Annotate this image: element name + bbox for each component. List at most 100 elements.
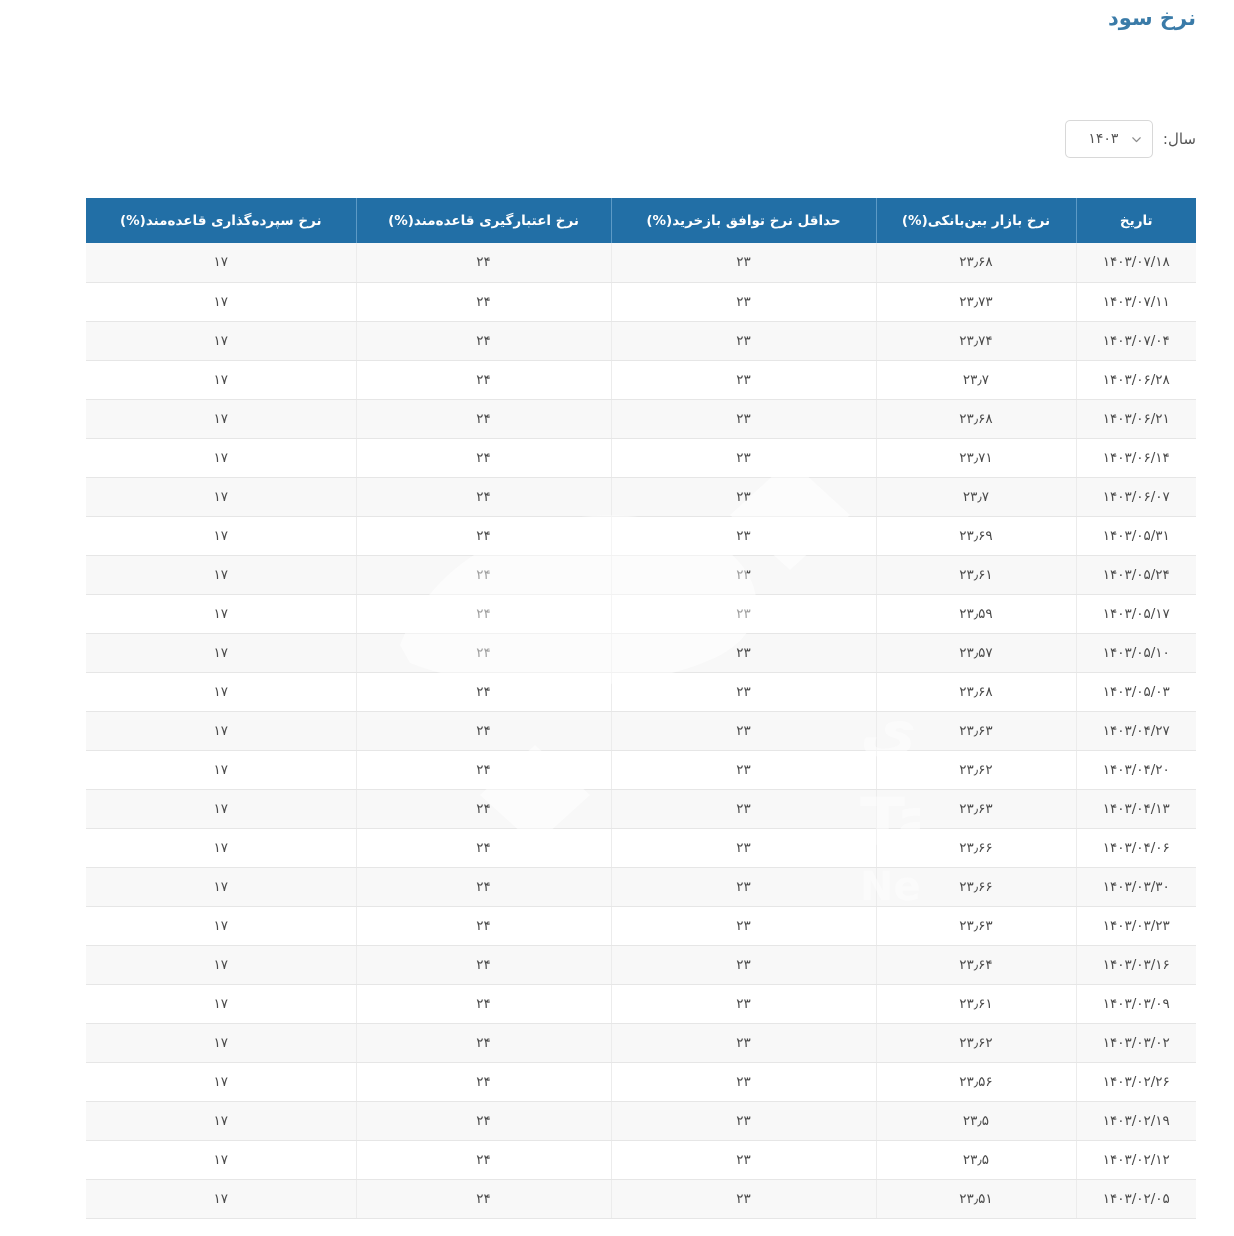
cell-repo-min: ۲۳ — [610, 945, 876, 985]
cell-interbank: ۲۳٫۶۴ — [875, 945, 1076, 985]
cell-date: ۱۴۰۳/۰۳/۲۳ — [1075, 906, 1196, 946]
cell-date: ۱۴۰۳/۰۷/۰۴ — [1075, 321, 1196, 361]
table-row: ۱۴۰۳/۰۵/۲۴ ۲۳٫۶۱ ۲۳ ۲۴ ۱۷ — [86, 555, 1196, 595]
cell-credit: ۲۴ — [355, 633, 611, 673]
cell-deposit: ۱۷ — [86, 1062, 356, 1102]
cell-repo-min: ۲۳ — [610, 282, 876, 322]
table-row: ۱۴۰۳/۰۶/۰۷ ۲۳٫۷ ۲۳ ۲۴ ۱۷ — [86, 477, 1196, 517]
cell-deposit: ۱۷ — [86, 711, 356, 751]
table-row: ۱۴۰۳/۰۷/۱۱ ۲۳٫۷۳ ۲۳ ۲۴ ۱۷ — [86, 282, 1196, 322]
cell-date: ۱۴۰۳/۰۵/۱۷ — [1075, 594, 1196, 634]
column-header-date[interactable]: تاریخ — [1075, 198, 1196, 243]
cell-repo-min: ۲۳ — [610, 1023, 876, 1063]
table-row: ۱۴۰۳/۰۴/۰۶ ۲۳٫۶۶ ۲۳ ۲۴ ۱۷ — [86, 828, 1196, 868]
table-row: ۱۴۰۳/۰۶/۲۸ ۲۳٫۷ ۲۳ ۲۴ ۱۷ — [86, 360, 1196, 400]
cell-date: ۱۴۰۳/۰۵/۰۳ — [1075, 672, 1196, 712]
cell-repo-min: ۲۳ — [610, 984, 876, 1024]
cell-credit: ۲۴ — [355, 945, 611, 985]
cell-deposit: ۱۷ — [86, 750, 356, 790]
cell-repo-min: ۲۳ — [610, 1140, 876, 1180]
cell-interbank: ۲۳٫۵۶ — [875, 1062, 1076, 1102]
cell-repo-min: ۲۳ — [610, 399, 876, 439]
cell-credit: ۲۴ — [355, 867, 611, 907]
table-row: ۱۴۰۳/۰۶/۱۴ ۲۳٫۷۱ ۲۳ ۲۴ ۱۷ — [86, 438, 1196, 478]
cell-credit: ۲۴ — [355, 321, 611, 361]
cell-date: ۱۴۰۳/۰۵/۱۰ — [1075, 633, 1196, 673]
cell-deposit: ۱۷ — [86, 477, 356, 517]
table-header-row: تاریخ نرخ بازار بین‌بانکی(%) حداقل نرخ ت… — [86, 198, 1196, 243]
cell-repo-min: ۲۳ — [610, 1101, 876, 1141]
cell-date: ۱۴۰۳/۰۲/۲۶ — [1075, 1062, 1196, 1102]
cell-repo-min: ۲۳ — [610, 750, 876, 790]
table-row: ۱۴۰۳/۰۴/۲۰ ۲۳٫۶۲ ۲۳ ۲۴ ۱۷ — [86, 750, 1196, 790]
cell-date: ۱۴۰۳/۰۳/۰۹ — [1075, 984, 1196, 1024]
cell-interbank: ۲۳٫۶۳ — [875, 789, 1076, 829]
cell-repo-min: ۲۳ — [610, 1062, 876, 1102]
cell-credit: ۲۴ — [355, 1140, 611, 1180]
column-header-credit[interactable]: نرخ اعتبارگیری قاعده‌مند(%) — [355, 198, 611, 243]
cell-interbank: ۲۳٫۶۶ — [875, 867, 1076, 907]
cell-repo-min: ۲۳ — [610, 321, 876, 361]
cell-date: ۱۴۰۳/۰۵/۲۴ — [1075, 555, 1196, 595]
cell-credit: ۲۴ — [355, 1023, 611, 1063]
table-row: ۱۴۰۳/۰۶/۲۱ ۲۳٫۶۸ ۲۳ ۲۴ ۱۷ — [86, 399, 1196, 439]
cell-credit: ۲۴ — [355, 438, 611, 478]
cell-interbank: ۲۳٫۷ — [875, 477, 1076, 517]
cell-date: ۱۴۰۳/۰۷/۱۱ — [1075, 282, 1196, 322]
cell-credit: ۲۴ — [355, 750, 611, 790]
cell-credit: ۲۴ — [355, 672, 611, 712]
cell-deposit: ۱۷ — [86, 984, 356, 1024]
table-body: ۱۴۰۳/۰۷/۱۸ ۲۳٫۶۸ ۲۳ ۲۴ ۱۷ ۱۴۰۳/۰۷/۱۱ ۲۳٫۷۳ ۲۳ ۲۴… — [86, 243, 1196, 1219]
cell-interbank: ۲۳٫۶۱ — [875, 984, 1076, 1024]
cell-deposit: ۱۷ — [86, 282, 356, 322]
cell-credit: ۲۴ — [355, 516, 611, 556]
cell-deposit: ۱۷ — [86, 516, 356, 556]
cell-date: ۱۴۰۳/۰۴/۲۰ — [1075, 750, 1196, 790]
cell-date: ۱۴۰۳/۰۲/۱۲ — [1075, 1140, 1196, 1180]
cell-interbank: ۲۳٫۶۶ — [875, 828, 1076, 868]
cell-repo-min: ۲۳ — [610, 438, 876, 478]
cell-interbank: ۲۳٫۷۱ — [875, 438, 1076, 478]
column-header-deposit[interactable]: نرخ سپرده‌گذاری قاعده‌مند(%) — [86, 198, 356, 243]
column-header-interbank[interactable]: نرخ بازار بین‌بانکی(%) — [875, 198, 1076, 243]
year-select[interactable]: ۱۴۰۳ — [1064, 120, 1153, 158]
table-row: ۱۴۰۳/۰۵/۳۱ ۲۳٫۶۹ ۲۳ ۲۴ ۱۷ — [86, 516, 1196, 556]
cell-interbank: ۲۳٫۶۲ — [875, 750, 1076, 790]
cell-credit: ۲۴ — [355, 828, 611, 868]
cell-date: ۱۴۰۳/۰۲/۰۵ — [1075, 1179, 1196, 1219]
cell-interbank: ۲۳٫۶۸ — [875, 243, 1076, 283]
cell-interbank: ۲۳٫۶۳ — [875, 906, 1076, 946]
cell-repo-min: ۲۳ — [610, 243, 876, 283]
cell-date: ۱۴۰۳/۰۳/۱۶ — [1075, 945, 1196, 985]
cell-date: ۱۴۰۳/۰۷/۱۸ — [1075, 243, 1196, 283]
cell-repo-min: ۲۳ — [610, 672, 876, 712]
cell-credit: ۲۴ — [355, 711, 611, 751]
table-row: ۱۴۰۳/۰۲/۰۵ ۲۳٫۵۱ ۲۳ ۲۴ ۱۷ — [86, 1179, 1196, 1219]
cell-date: ۱۴۰۳/۰۴/۰۶ — [1075, 828, 1196, 868]
cell-deposit: ۱۷ — [86, 1101, 356, 1141]
cell-deposit: ۱۷ — [86, 1023, 356, 1063]
table-row: ۱۴۰۳/۰۳/۱۶ ۲۳٫۶۴ ۲۳ ۲۴ ۱۷ — [86, 945, 1196, 985]
cell-interbank: ۲۳٫۶۸ — [875, 399, 1076, 439]
cell-interbank: ۲۳٫۵۷ — [875, 633, 1076, 673]
table-row: ۱۴۰۳/۰۷/۱۸ ۲۳٫۶۸ ۲۳ ۲۴ ۱۷ — [86, 243, 1196, 283]
interest-rates-table: تاریخ نرخ بازار بین‌بانکی(%) حداقل نرخ ت… — [86, 198, 1196, 1219]
cell-credit: ۲۴ — [355, 243, 611, 283]
cell-repo-min: ۲۳ — [610, 633, 876, 673]
column-header-repo-min[interactable]: حداقل نرخ توافق بازخرید(%) — [610, 198, 876, 243]
cell-date: ۱۴۰۳/۰۴/۲۷ — [1075, 711, 1196, 751]
year-filter: سال: ۱۴۰۳ — [1064, 120, 1196, 158]
cell-credit: ۲۴ — [355, 282, 611, 322]
table-row: ۱۴۰۳/۰۲/۱۹ ۲۳٫۵ ۲۳ ۲۴ ۱۷ — [86, 1101, 1196, 1141]
table-row: ۱۴۰۳/۰۵/۱۷ ۲۳٫۵۹ ۲۳ ۲۴ ۱۷ — [86, 594, 1196, 634]
table-row: ۱۴۰۳/۰۴/۱۳ ۲۳٫۶۳ ۲۳ ۲۴ ۱۷ — [86, 789, 1196, 829]
cell-interbank: ۲۳٫۶۹ — [875, 516, 1076, 556]
cell-date: ۱۴۰۳/۰۶/۱۴ — [1075, 438, 1196, 478]
cell-deposit: ۱۷ — [86, 945, 356, 985]
cell-repo-min: ۲۳ — [610, 1179, 876, 1219]
cell-credit: ۲۴ — [355, 1179, 611, 1219]
cell-deposit: ۱۷ — [86, 1140, 356, 1180]
cell-repo-min: ۲۳ — [610, 867, 876, 907]
rates-table-container: تاریخ نرخ بازار بین‌بانکی(%) حداقل نرخ ت… — [86, 198, 1196, 1219]
